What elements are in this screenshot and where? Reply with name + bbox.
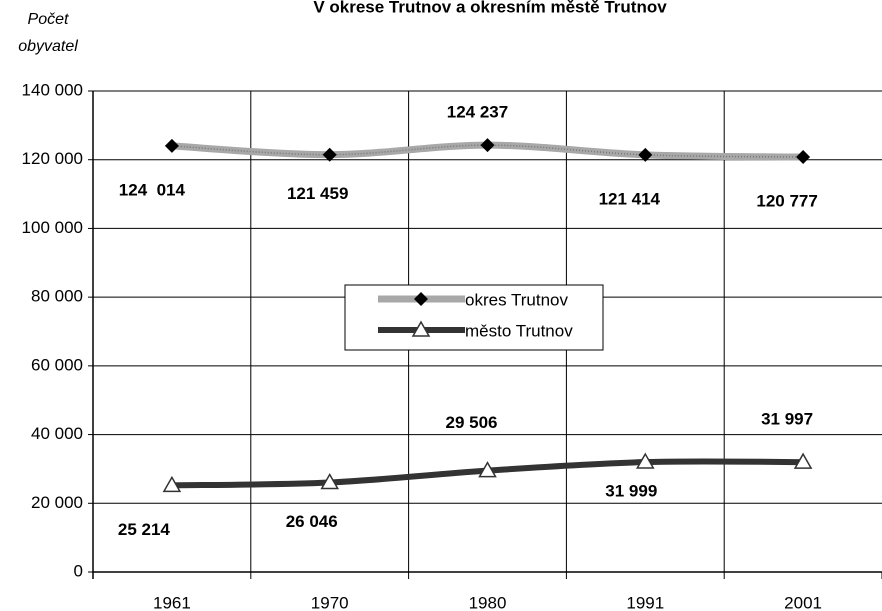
x-tick-label: 1980 — [469, 593, 507, 611]
marker — [320, 473, 339, 490]
marker — [411, 320, 431, 337]
legend-label: město Trutnov — [465, 321, 573, 340]
x-tick-label: 1991 — [626, 593, 664, 611]
data-label: 121 414 — [599, 189, 661, 208]
x-tick-label: 2001 — [784, 593, 822, 611]
marker — [414, 292, 428, 306]
data-label: 29 506 — [446, 413, 498, 432]
y-tick-label: 80 000 — [31, 287, 83, 306]
data-label: 124 237 — [447, 103, 508, 122]
y-axis-label: Počet — [28, 11, 69, 28]
y-tick-label: 0 — [74, 561, 83, 580]
data-label: 31 999 — [605, 482, 657, 501]
data-label: 121 459 — [287, 184, 348, 203]
marker — [162, 475, 182, 493]
y-axis-label: obyvatel — [18, 38, 78, 55]
y-tick-label: 20 000 — [31, 493, 83, 512]
marker — [638, 147, 653, 162]
marker — [796, 150, 811, 165]
chart-title: V okrese Trutnov a okresním městě Trutno… — [313, 0, 667, 16]
x-tick-label: 1970 — [311, 593, 349, 611]
data-label: 26 046 — [286, 512, 338, 531]
marker — [478, 461, 497, 478]
legend-label: okres Trutnov — [465, 290, 568, 309]
marker — [322, 147, 337, 162]
data-label: 25 214 — [118, 520, 171, 539]
data-label: 120 777 — [756, 192, 817, 211]
data-label: 124 014 — [119, 180, 186, 199]
marker — [480, 138, 495, 153]
y-tick-label: 120 000 — [22, 149, 83, 168]
y-tick-label: 100 000 — [22, 218, 83, 237]
y-tick-label: 140 000 — [22, 80, 83, 99]
plot-area: 0 20 000 40 000 60 000 80 000 100 000 120 000 1… — [22, 80, 882, 611]
marker — [164, 138, 179, 153]
x-tick-label: 1961 — [153, 593, 191, 611]
line-texture — [171, 144, 804, 158]
marker — [793, 452, 813, 469]
y-tick-label: 40 000 — [31, 424, 83, 443]
y-tick-label: 60 000 — [31, 355, 83, 374]
data-label: 31 997 — [761, 410, 813, 429]
marker — [636, 452, 655, 469]
